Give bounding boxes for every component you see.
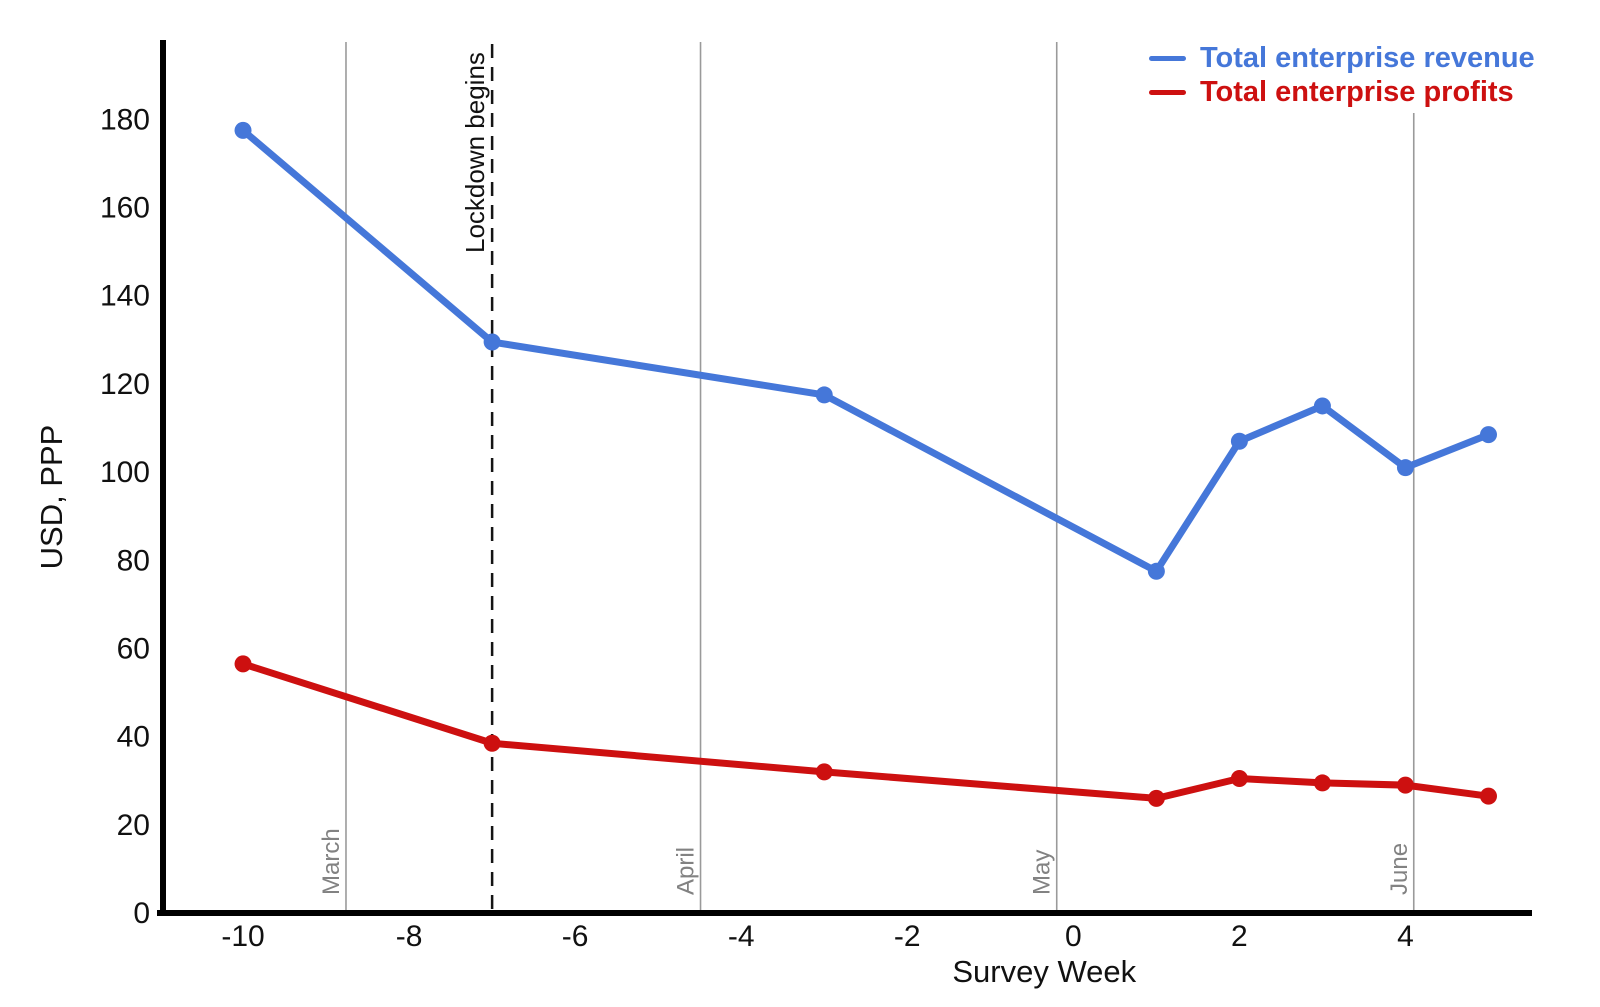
lockdown-label: Lockdown begins [460, 52, 490, 253]
data-point-profits [1313, 774, 1331, 792]
data-point-profits [1230, 770, 1248, 788]
y-tick-100: 100 [100, 456, 150, 489]
y-axis-title: USD, PPP [34, 425, 69, 570]
legend-entry-profits: Total enterprise profits [1149, 76, 1535, 109]
month-label-june: June [1386, 843, 1413, 895]
series-line-profits [239, 660, 1492, 802]
x-tick--8: -8 [396, 920, 423, 953]
y-tick-20: 20 [117, 809, 150, 842]
x-tick-0: 0 [1065, 920, 1082, 953]
x-tick-4: 4 [1397, 920, 1414, 953]
data-point-profits [1479, 787, 1497, 805]
x-tick--10: -10 [221, 920, 264, 953]
data-point-profits [234, 655, 252, 673]
data-point-profits [1396, 776, 1414, 794]
y-tick-60: 60 [117, 632, 150, 665]
x-tick-2: 2 [1231, 920, 1248, 953]
revenue-line-swatch [1149, 56, 1186, 61]
data-point-revenue [483, 333, 501, 351]
legend-label-revenue: Total enterprise revenue [1200, 42, 1535, 74]
y-tick-160: 160 [100, 192, 150, 225]
month-label-may: May [1029, 850, 1056, 895]
profits-line-swatch [1149, 90, 1186, 95]
data-point-profits [815, 763, 833, 781]
y-tick-40: 40 [117, 721, 150, 754]
data-point-revenue [1313, 397, 1331, 415]
y-tick-80: 80 [117, 544, 150, 577]
y-tick-0: 0 [133, 897, 150, 930]
data-point-revenue [1230, 432, 1248, 450]
x-tick--2: -2 [894, 920, 921, 953]
series-line-revenue [239, 126, 1492, 575]
chart-legend: Total enterprise revenue Total enterpris… [1143, 40, 1541, 113]
data-point-profits [483, 734, 501, 752]
month-label-march: March [318, 828, 345, 895]
month-label-april: April [673, 847, 700, 895]
data-point-profits [1147, 789, 1165, 807]
legend-entry-revenue: Total enterprise revenue [1149, 42, 1535, 75]
data-point-revenue [234, 121, 252, 139]
data-point-revenue [1396, 459, 1414, 477]
x-tick--4: -4 [728, 920, 755, 953]
legend-label-profits: Total enterprise profits [1200, 76, 1514, 108]
data-point-revenue [1479, 426, 1497, 444]
x-tick--6: -6 [562, 920, 589, 953]
y-tick-120: 120 [100, 368, 150, 401]
data-point-revenue [1147, 562, 1165, 580]
y-tick-180: 180 [100, 103, 150, 136]
data-point-revenue [815, 386, 833, 404]
y-tick-140: 140 [100, 280, 150, 313]
x-axis-title: Survey Week [952, 954, 1136, 989]
